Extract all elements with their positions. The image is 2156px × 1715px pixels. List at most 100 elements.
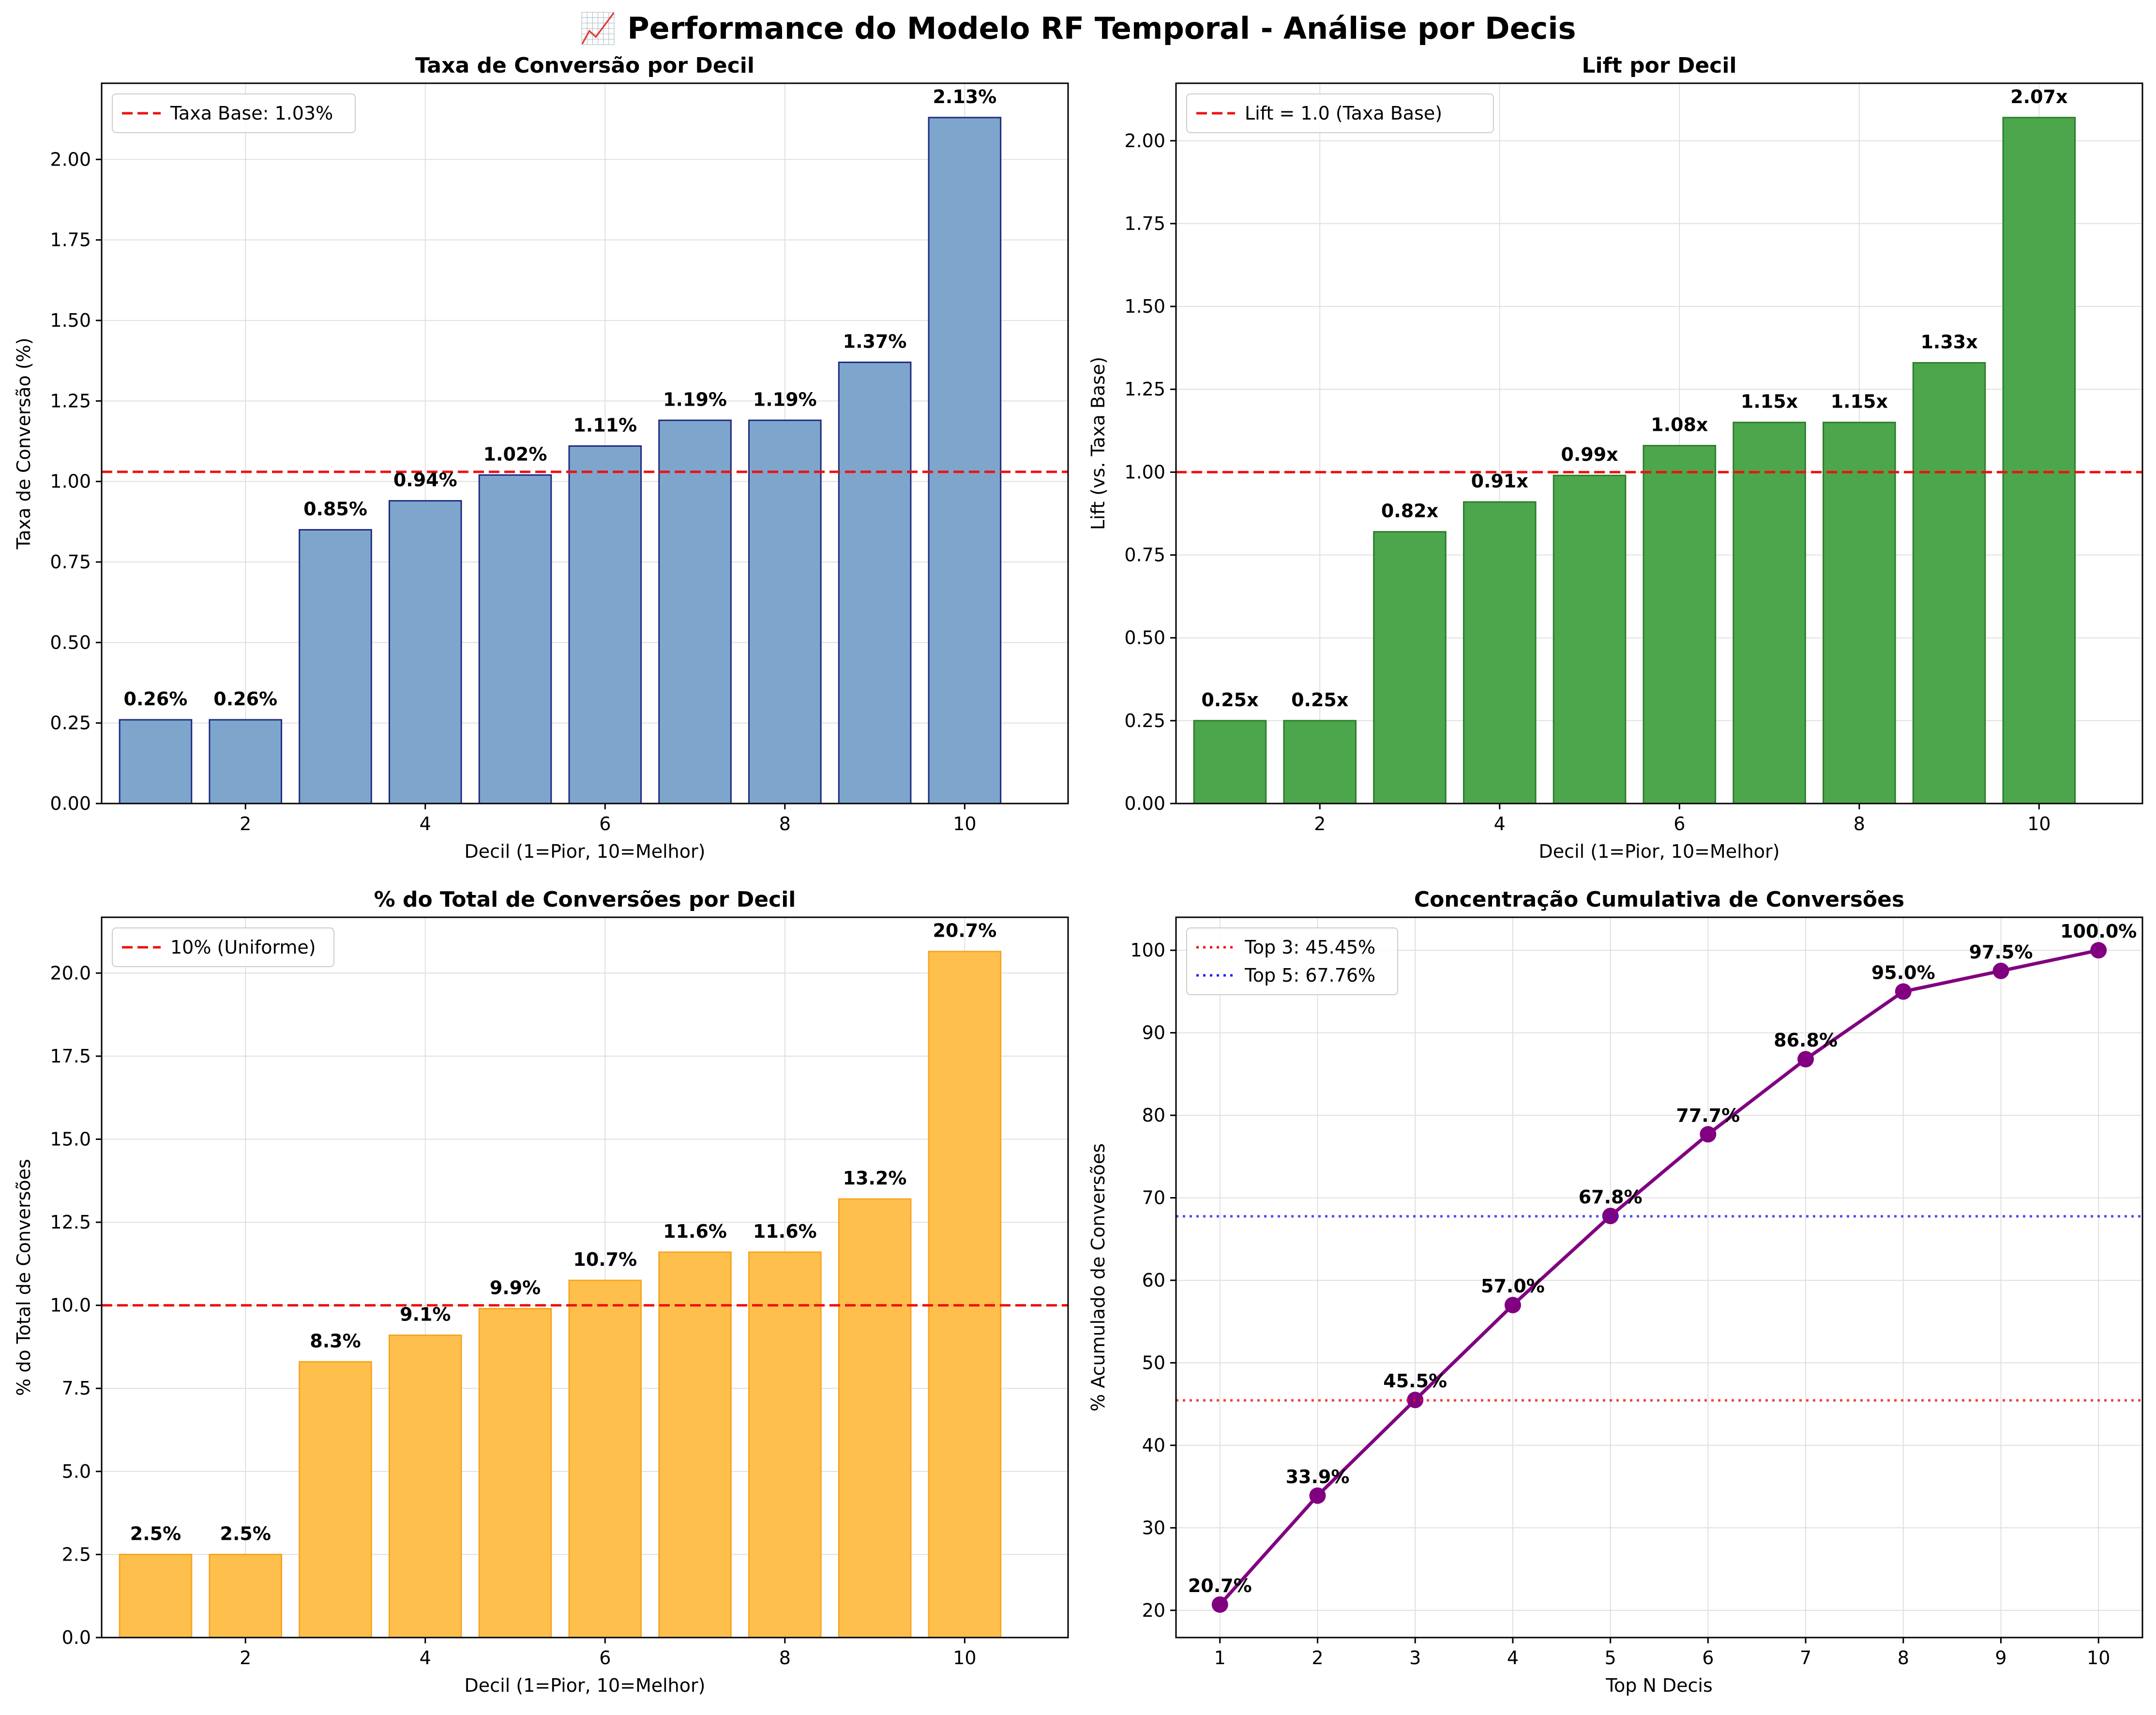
data-label-1: 0.26% bbox=[124, 688, 188, 710]
data-label-6: 1.11% bbox=[573, 414, 637, 436]
y-tick-label: 0.75 bbox=[1124, 545, 1165, 566]
bar-decile-6 bbox=[568, 1279, 642, 1639]
x-tick-label: 2 bbox=[240, 1647, 251, 1669]
y-tick-label: 0.00 bbox=[1124, 793, 1165, 814]
x-tick-label: 6 bbox=[1674, 813, 1685, 835]
bar-decile-3 bbox=[299, 529, 372, 804]
data-label-2: 0.26% bbox=[213, 688, 277, 710]
chart-title: % do Total de Conversões por Decil bbox=[374, 887, 796, 912]
bar-decile-1 bbox=[119, 719, 193, 804]
x-tick-label: 4 bbox=[420, 1647, 431, 1669]
data-label-5: 1.02% bbox=[483, 443, 547, 465]
x-tick-label: 1 bbox=[1214, 1647, 1226, 1669]
point-top-4 bbox=[1504, 1297, 1521, 1314]
y-tick-label: 17.5 bbox=[50, 1046, 91, 1067]
y-tick-label: 60 bbox=[1142, 1270, 1165, 1291]
series-line bbox=[1219, 948, 2099, 1606]
bar-decile-2 bbox=[209, 1553, 283, 1639]
y-tick-label: 1.50 bbox=[1124, 296, 1165, 317]
plot-frame bbox=[1175, 82, 2143, 804]
x-axis-label: Top N Decis bbox=[1605, 1675, 1713, 1696]
data-label-4: 0.91x bbox=[1471, 470, 1528, 492]
data-label-8: 1.15x bbox=[1831, 391, 1888, 412]
bar-decile-9 bbox=[838, 1198, 912, 1639]
x-tick-label: 4 bbox=[1507, 1647, 1519, 1669]
data-label-4: 57.0% bbox=[1481, 1275, 1545, 1297]
data-label-10: 2.13% bbox=[933, 86, 996, 107]
y-tick-label: 0.50 bbox=[1124, 627, 1165, 649]
legend-box bbox=[112, 927, 334, 967]
x-axis-label: Decil (1=Pior, 10=Melhor) bbox=[1539, 841, 1780, 862]
y-tick-label: 40 bbox=[1142, 1435, 1165, 1456]
plot-frame bbox=[1175, 916, 2143, 1639]
x-tick-label: 10 bbox=[953, 813, 976, 835]
data-label-3: 45.5% bbox=[1383, 1370, 1447, 1392]
y-tick-label: 2.00 bbox=[50, 149, 91, 170]
y-tick-label: 12.5 bbox=[50, 1212, 91, 1233]
x-tick-label: 5 bbox=[1605, 1647, 1616, 1669]
legend: 10% (Uniforme) bbox=[112, 927, 334, 967]
x-tick-label: 10 bbox=[2087, 1647, 2110, 1669]
x-tick-label: 6 bbox=[599, 1647, 611, 1669]
bar-decile-3 bbox=[1373, 531, 1447, 804]
point-top-2 bbox=[1309, 1487, 1326, 1504]
point-top-10 bbox=[2090, 942, 2107, 959]
bar-decile-4 bbox=[1462, 501, 1537, 804]
data-label-6: 1.08x bbox=[1651, 414, 1708, 436]
plot-frame bbox=[101, 916, 1069, 1639]
point-top-8 bbox=[1895, 983, 1912, 1000]
legend-entry-1: 10% (Uniforme) bbox=[170, 937, 316, 958]
y-tick-label: 1.00 bbox=[50, 471, 91, 492]
y-tick-label: 0.75 bbox=[50, 551, 91, 573]
x-tick-label: 8 bbox=[1854, 813, 1865, 835]
bar-decile-2 bbox=[209, 719, 283, 804]
y-tick-label: 100 bbox=[1130, 940, 1165, 961]
y-tick-label: 20.0 bbox=[50, 962, 91, 984]
data-label-4: 9.1% bbox=[400, 1304, 451, 1325]
data-label-6: 77.7% bbox=[1676, 1105, 1740, 1126]
data-label-4: 0.94% bbox=[393, 470, 457, 491]
chart-title: Concentração Cumulativa de Conversões bbox=[1414, 887, 1904, 912]
bar-decile-7 bbox=[1733, 422, 1806, 804]
legend-box bbox=[1186, 927, 1398, 995]
data-label-1: 20.7% bbox=[1188, 1575, 1252, 1596]
data-label-5: 67.8% bbox=[1579, 1186, 1643, 1208]
data-label-2: 2.5% bbox=[220, 1523, 271, 1544]
y-axis-label: % do Total de Conversões bbox=[13, 1159, 34, 1396]
data-label-5: 0.99x bbox=[1561, 444, 1618, 465]
bar-decile-6 bbox=[568, 445, 642, 804]
data-label-3: 0.82x bbox=[1381, 501, 1438, 522]
x-tick-label: 8 bbox=[779, 1647, 791, 1669]
y-tick-label: 0.50 bbox=[50, 632, 91, 653]
bar-decile-9 bbox=[838, 362, 912, 804]
y-tick-label: 0.25 bbox=[50, 713, 91, 734]
x-tick-label: 2 bbox=[1314, 813, 1326, 835]
bar-decile-8 bbox=[748, 1251, 822, 1639]
legend: Lift = 1.0 (Taxa Base) bbox=[1186, 93, 1494, 133]
bar-decile-8 bbox=[748, 419, 822, 804]
y-axis-label: Lift (vs. Taxa Base) bbox=[1087, 357, 1109, 530]
data-label-5: 9.9% bbox=[490, 1277, 541, 1299]
y-tick-label: 50 bbox=[1142, 1352, 1165, 1373]
y-tick-label: 20 bbox=[1142, 1600, 1165, 1621]
x-tick-label: 9 bbox=[1995, 1647, 2006, 1669]
bar-decile-1 bbox=[119, 1553, 193, 1639]
legend: Top 3: 45.45% Top 5: 67.76% bbox=[1186, 927, 1398, 995]
y-tick-label: 1.50 bbox=[50, 310, 91, 331]
bar-decile-8 bbox=[1823, 422, 1896, 804]
data-label-3: 0.85% bbox=[303, 498, 367, 519]
data-label-1: 0.25x bbox=[1201, 689, 1258, 711]
data-label-3: 8.3% bbox=[310, 1330, 361, 1351]
data-label-7: 1.19% bbox=[663, 389, 727, 410]
x-tick-label: 4 bbox=[1494, 813, 1506, 835]
bar-decile-1 bbox=[1193, 720, 1267, 804]
data-label-8: 1.19% bbox=[753, 389, 817, 410]
data-label-9: 1.37% bbox=[843, 331, 907, 352]
data-label-9: 97.5% bbox=[1969, 941, 2033, 963]
chart-title: Lift por Decil bbox=[1582, 53, 1737, 78]
y-tick-label: 10.0 bbox=[50, 1295, 91, 1316]
bar-decile-5 bbox=[478, 1308, 552, 1639]
bar-decile-10 bbox=[2002, 117, 2076, 804]
x-tick-label: 10 bbox=[2027, 813, 2050, 835]
data-label-10: 2.07x bbox=[2010, 86, 2067, 107]
